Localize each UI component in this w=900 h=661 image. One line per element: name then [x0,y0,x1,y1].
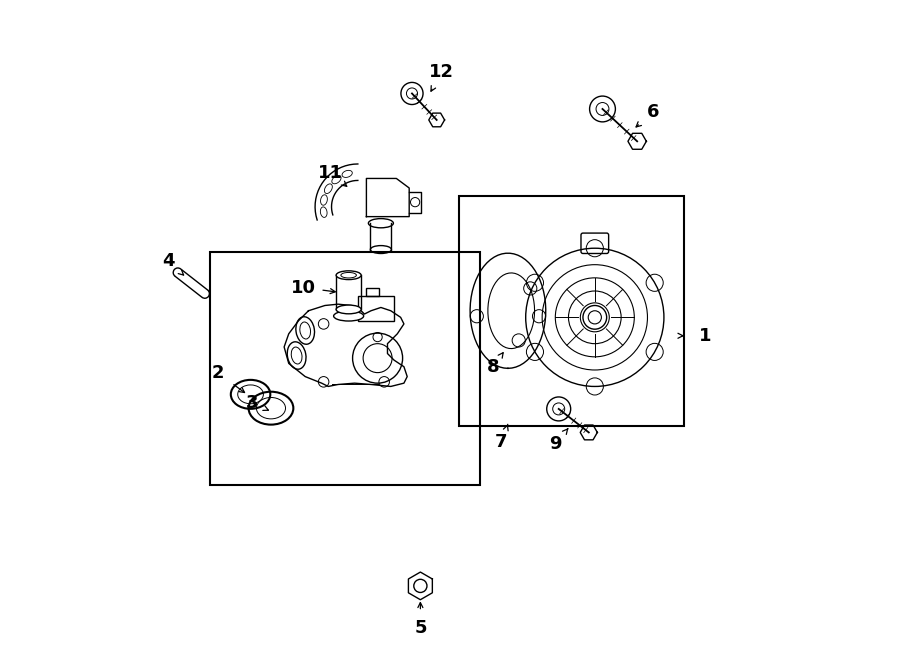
Text: 4: 4 [162,253,175,270]
Text: 2: 2 [212,364,225,382]
Text: 5: 5 [414,619,427,637]
Ellipse shape [336,305,361,314]
Bar [365,288,379,295]
Bar [210,252,480,485]
Bar [459,196,684,426]
Ellipse shape [334,311,364,321]
Text: 7: 7 [495,434,508,451]
Text: 11: 11 [318,163,343,182]
Text: 9: 9 [549,435,562,453]
Bar [358,295,394,321]
Text: 12: 12 [429,63,454,81]
Text: 3: 3 [247,394,259,412]
Text: 8: 8 [487,358,500,375]
Text: 10: 10 [292,279,317,297]
Ellipse shape [336,271,361,280]
Text: 6: 6 [646,103,659,121]
Text: 1: 1 [698,327,711,345]
